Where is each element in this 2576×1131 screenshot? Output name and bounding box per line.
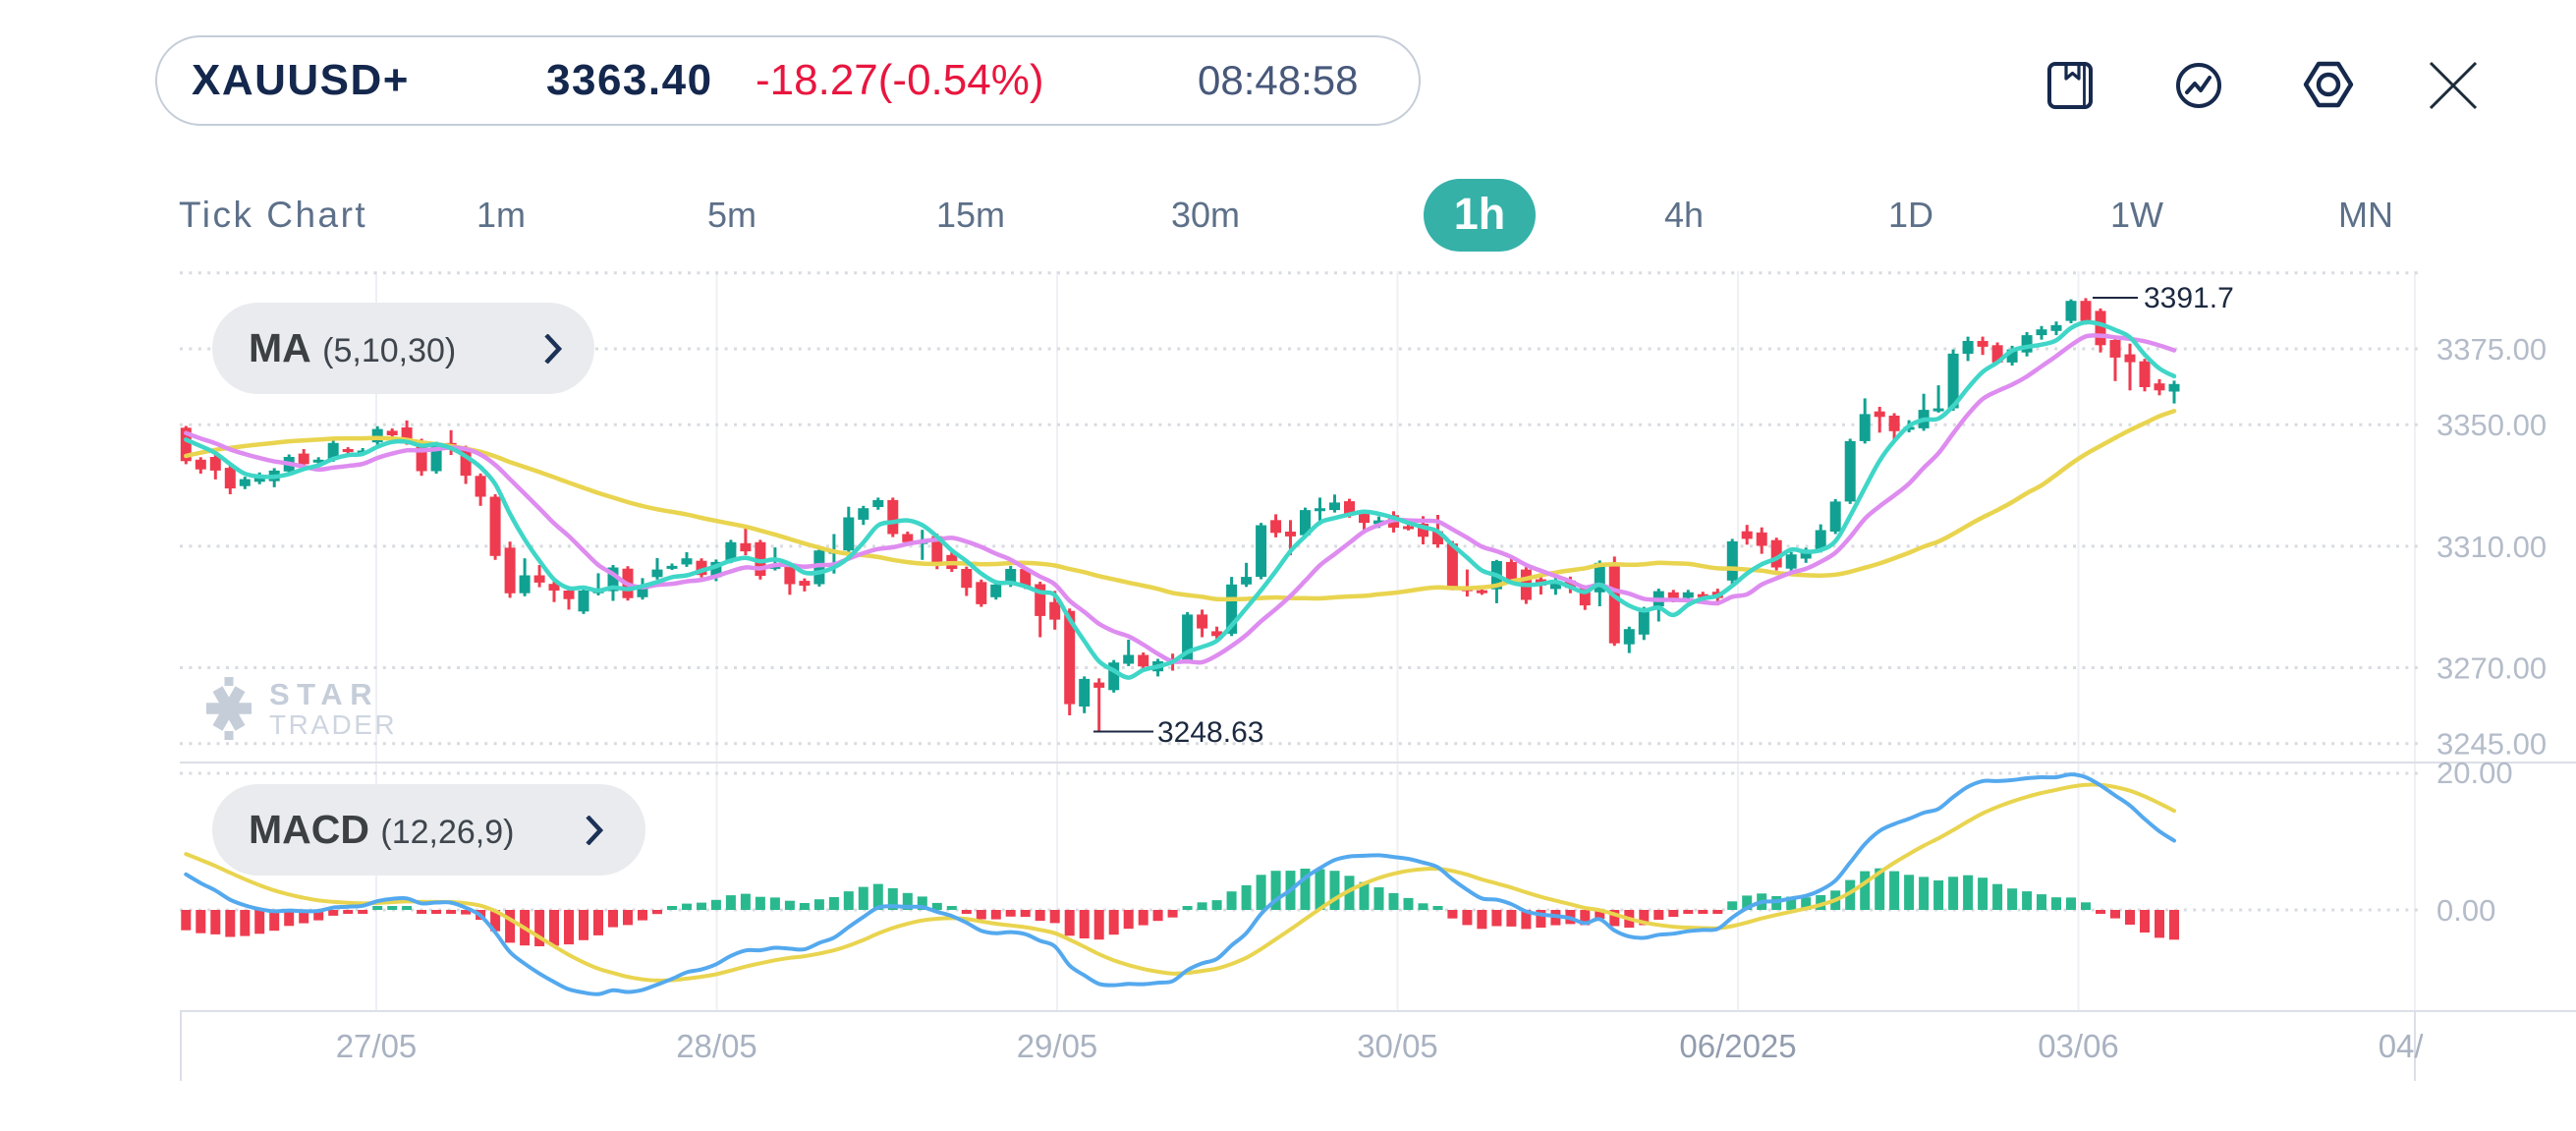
svg-text:3245.00: 3245.00	[2436, 727, 2547, 762]
svg-text:30/05: 30/05	[1357, 1028, 1438, 1064]
svg-text:3391.7: 3391.7	[2144, 282, 2234, 314]
svg-text:06/2025: 06/2025	[1679, 1028, 1796, 1064]
svg-text:3350.00: 3350.00	[2436, 408, 2547, 442]
svg-text:03/06: 03/06	[2038, 1028, 2119, 1064]
svg-text:20.00: 20.00	[2436, 756, 2513, 790]
svg-text:TRADER: TRADER	[269, 709, 397, 740]
svg-text:3310.00: 3310.00	[2436, 530, 2547, 564]
svg-text:29/05: 29/05	[1017, 1028, 1098, 1064]
svg-text:28/05: 28/05	[676, 1028, 757, 1064]
svg-text:STAR: STAR	[269, 677, 379, 711]
svg-text:04/06: 04/06	[2379, 1028, 2460, 1064]
svg-text:0.00: 0.00	[2436, 893, 2495, 928]
svg-text:3248.63: 3248.63	[1157, 716, 1263, 749]
svg-text:3375.00: 3375.00	[2436, 332, 2547, 367]
svg-text:3270.00: 3270.00	[2436, 651, 2547, 686]
svg-text:27/05: 27/05	[336, 1028, 418, 1064]
